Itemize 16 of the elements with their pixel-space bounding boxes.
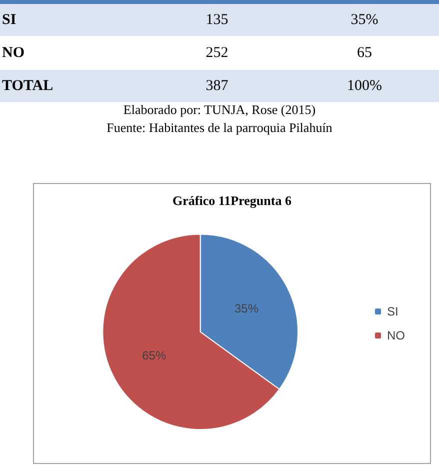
text: NO — [1, 44, 26, 62]
chart-title: Gráfico 11Pregunta 6 — [172, 193, 292, 208]
text: 100% — [346, 78, 383, 94]
text: 135 — [204, 12, 230, 28]
text: 252 — [204, 44, 230, 62]
text: 65 — [356, 44, 373, 62]
text: 387 — [204, 78, 230, 94]
source-note: Fuente: Habitantes de la parroquia Pilahuín — [106, 120, 334, 136]
data-label: 35% — [234, 301, 259, 316]
text: SI — [1, 12, 18, 28]
legend-label: SI — [387, 304, 398, 318]
text: Elaborado por: TUNJA, Rose (2015) — [122, 102, 317, 118]
text: TOTAL — [1, 78, 54, 94]
data-label: 65% — [142, 348, 166, 362]
legend-label: NO — [387, 328, 405, 342]
text: 35% — [350, 12, 380, 28]
